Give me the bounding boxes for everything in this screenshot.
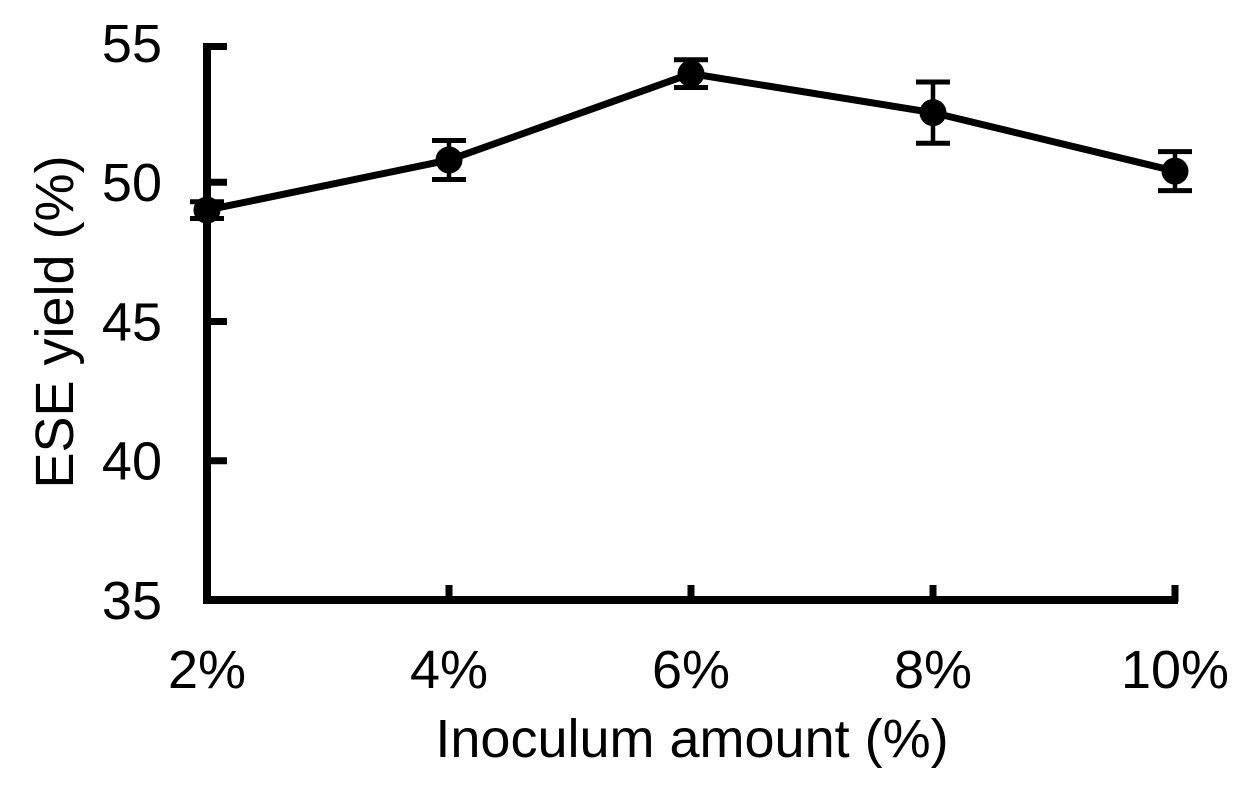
data-point-marker [919,99,947,127]
y-tick-label: 40 [102,432,162,492]
data-point-marker [435,146,463,174]
x-tick-label: 8% [894,640,972,700]
data-point-marker [677,60,705,88]
y-tick-label: 55 [102,14,162,74]
y-axis-title: ESE yield (%) [25,155,85,488]
data-point-marker [193,196,221,224]
x-axis-title: Inoculum amount (%) [435,709,948,769]
x-tick-label: 4% [410,640,488,700]
x-tick-label: 2% [168,640,246,700]
data-point-marker [1161,157,1189,185]
plot-area: 35 40 45 50 55 2% 4% 6% 8% 10% [102,14,1229,700]
y-tick-label: 45 [102,292,162,352]
axis-lines [203,43,1178,604]
data-line [206,70,1176,214]
y-tick-label: 50 [102,153,162,213]
y-tick-label: 35 [102,571,162,631]
x-tick-label: 6% [652,640,730,700]
x-tick-label: 10% [1121,640,1229,700]
